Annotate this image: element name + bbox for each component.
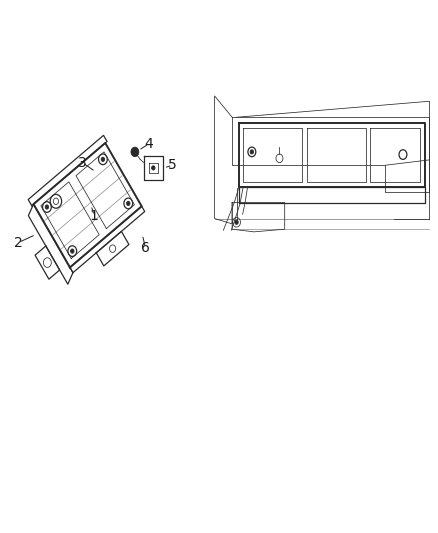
Circle shape (71, 249, 74, 253)
Text: 6: 6 (141, 241, 150, 255)
Circle shape (250, 150, 254, 154)
Circle shape (45, 205, 49, 209)
Circle shape (235, 220, 238, 224)
Text: 4: 4 (145, 137, 153, 151)
Circle shape (127, 201, 130, 206)
Text: 5: 5 (168, 158, 177, 172)
Circle shape (101, 157, 105, 161)
Text: 3: 3 (78, 156, 87, 169)
Circle shape (131, 147, 139, 157)
Circle shape (152, 166, 155, 170)
Text: 2: 2 (14, 236, 23, 249)
Text: 1: 1 (90, 209, 99, 223)
